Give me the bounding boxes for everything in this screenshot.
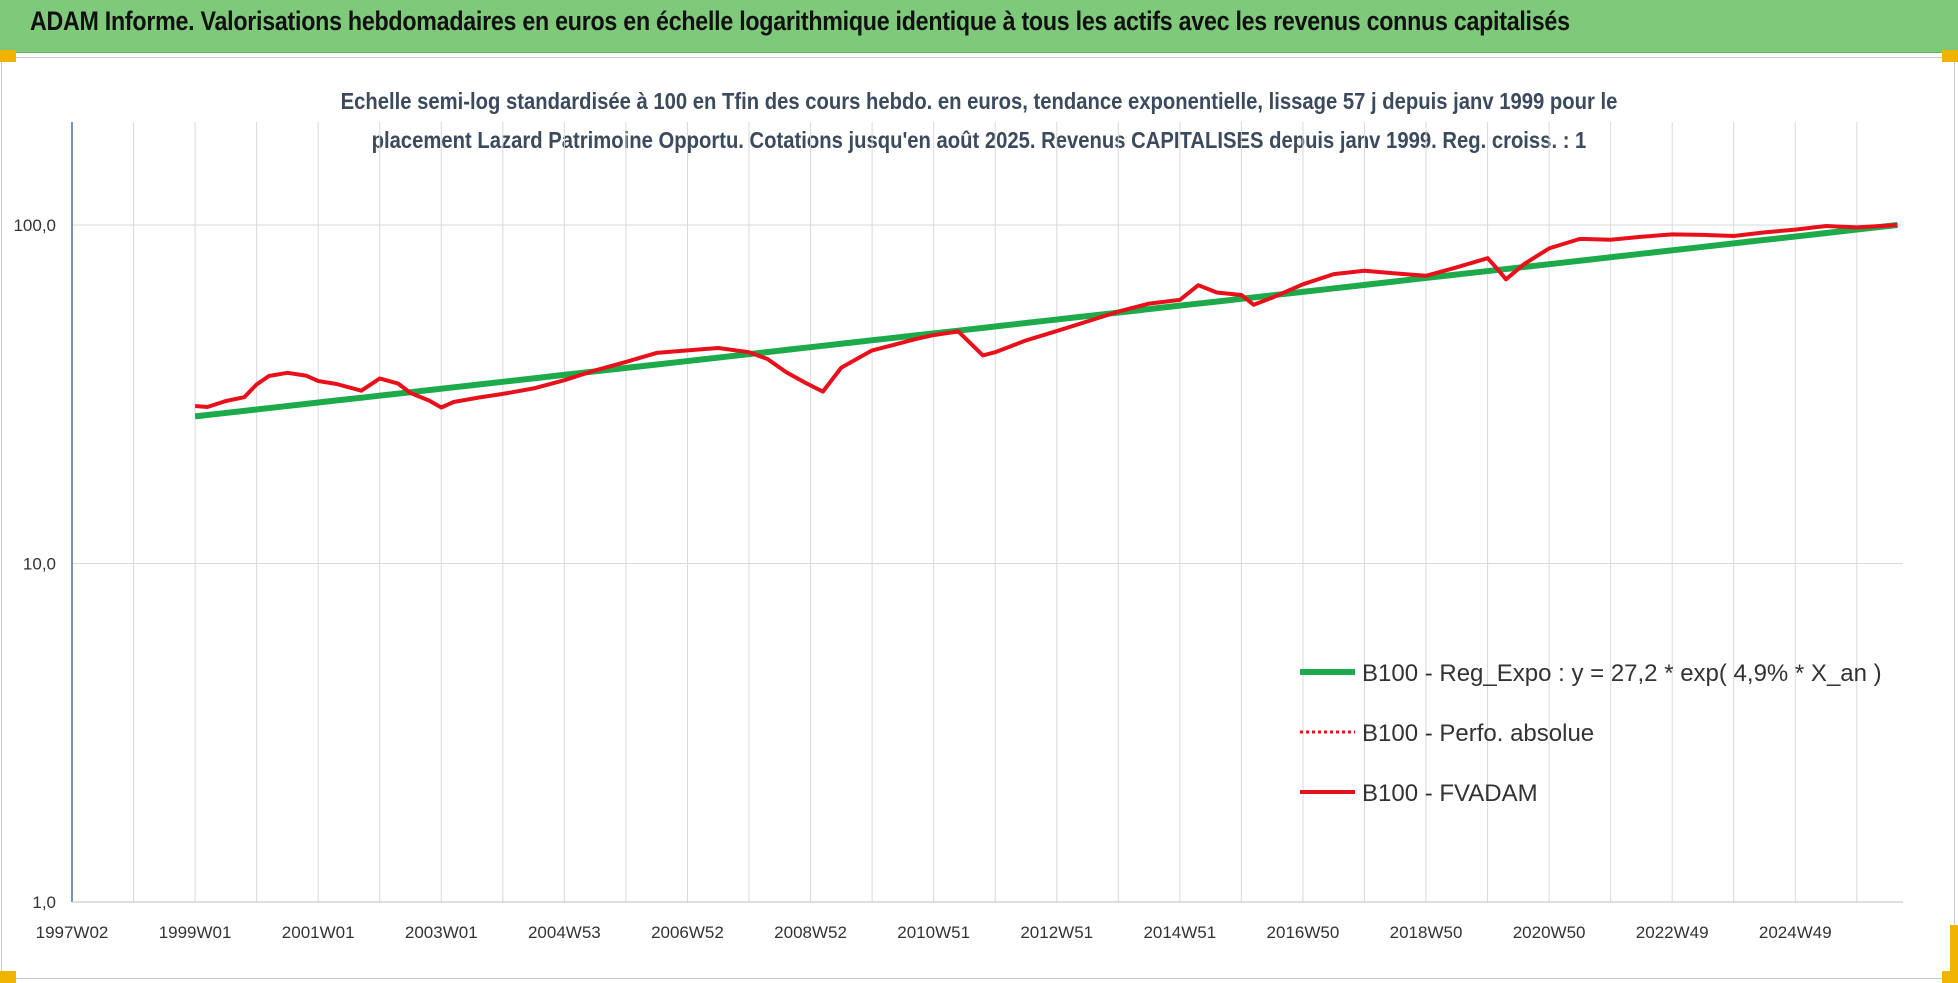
corner-marker-right-edge bbox=[1950, 925, 1958, 973]
x-tick-label: 2018W50 bbox=[1390, 923, 1463, 942]
x-tick-label: 1999W01 bbox=[159, 923, 232, 942]
legend-label: B100 - Reg_Expo : y = 27,2 * exp( 4,9% *… bbox=[1362, 660, 1882, 687]
chart-frame bbox=[1, 57, 1955, 979]
chart-title-line1: Echelle semi-log standardisée à 100 en T… bbox=[340, 88, 1618, 114]
x-tick-label: 2012W51 bbox=[1020, 923, 1093, 942]
chart-title: Echelle semi-log standardisée à 100 en T… bbox=[117, 82, 1840, 160]
x-tick-label: 2024W49 bbox=[1759, 923, 1832, 942]
legend-label: B100 - FVADAM bbox=[1362, 780, 1538, 807]
x-tick-label: 2020W50 bbox=[1513, 923, 1586, 942]
x-tick-label: 2004W53 bbox=[528, 923, 601, 942]
x-tick-label: 2001W01 bbox=[282, 923, 355, 942]
series-line-fvadam bbox=[194, 223, 1898, 410]
x-tick-label: 2006W52 bbox=[651, 923, 724, 942]
axes bbox=[71, 122, 1903, 903]
corner-marker-top-left bbox=[0, 50, 16, 62]
corner-marker-bottom-right bbox=[1942, 971, 1958, 983]
series-line-trend bbox=[194, 222, 1898, 420]
x-tick-label: 2010W51 bbox=[897, 923, 970, 942]
x-tick-label: 2003W01 bbox=[405, 923, 478, 942]
corner-marker-bottom-left bbox=[0, 971, 16, 983]
legend-label: B100 - Perfo. absolue bbox=[1362, 720, 1594, 747]
y-tick-label: 10,0 bbox=[23, 555, 56, 574]
x-tick-label: 1997W02 bbox=[36, 923, 109, 942]
x-tick-label: 2008W52 bbox=[774, 923, 847, 942]
x-tick-label: 2022W49 bbox=[1636, 923, 1709, 942]
series-group bbox=[194, 222, 1898, 420]
x-tick-label: 2014W51 bbox=[1143, 923, 1216, 942]
title-banner: ADAM Informe. Valorisations hebdomadaire… bbox=[0, 0, 1958, 53]
x-tick-label: 2016W50 bbox=[1267, 923, 1340, 942]
y-tick-label: 100,0 bbox=[13, 216, 56, 235]
corner-marker-top-right bbox=[1942, 50, 1958, 62]
x-axis-tick-labels: 1997W02 1999W01 2001W01 2003W01 2004W53 2006W… bbox=[36, 923, 1832, 942]
y-axis-tick-labels: 100,0 10,0 1,0 bbox=[13, 216, 56, 912]
banner-title: ADAM Informe. Valorisations hebdomadaire… bbox=[30, 6, 1570, 36]
legend: B100 - Reg_Expo : y = 27,2 * exp( 4,9% *… bbox=[1300, 660, 1882, 807]
chart-title-line2: placement Lazard Patrimoine Opportu. Cot… bbox=[371, 127, 1587, 153]
y-tick-label: 1,0 bbox=[32, 893, 56, 912]
